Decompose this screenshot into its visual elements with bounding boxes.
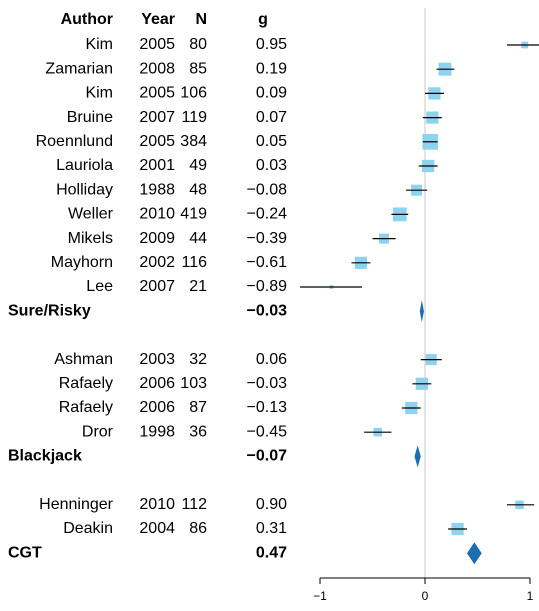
g-value: 0.95 [256, 36, 287, 53]
summary-diamond [467, 542, 482, 565]
n: 87 [189, 399, 207, 416]
year: 2005 [139, 85, 175, 102]
year: 2010 [139, 206, 175, 223]
year: 2006 [139, 375, 175, 392]
column-header: g [258, 11, 268, 28]
n: 49 [189, 157, 207, 174]
year: 2010 [139, 496, 175, 513]
author: Mikels [68, 230, 113, 247]
x-tick-label: 1 [527, 589, 534, 603]
year: 2005 [139, 133, 175, 150]
year: 2005 [139, 36, 175, 53]
column-header: Year [141, 11, 175, 28]
g-value: 0.90 [256, 496, 287, 513]
summary-g: 0.47 [256, 544, 287, 561]
author: Ashman [54, 351, 113, 368]
n: 384 [180, 133, 207, 150]
author: Mayhorn [51, 254, 113, 271]
year: 2008 [139, 60, 175, 77]
n: 21 [189, 278, 207, 295]
n: 32 [189, 351, 207, 368]
g-value: 0.07 [256, 109, 287, 126]
author: Lauriola [56, 157, 113, 174]
year: 2004 [139, 520, 175, 537]
n: 112 [181, 496, 207, 513]
author: Kim [85, 85, 113, 102]
g-value: 0.05 [256, 133, 287, 150]
year: 2006 [139, 399, 175, 416]
author: Henninger [39, 496, 114, 513]
author: Dror [82, 423, 114, 440]
author: Holliday [56, 181, 113, 198]
author: Lee [86, 278, 113, 295]
author: Rafaely [59, 399, 113, 416]
author: Bruine [67, 109, 113, 126]
g-value: −0.03 [247, 375, 288, 392]
n: 419 [180, 206, 207, 223]
n: 119 [181, 109, 207, 126]
author: Zamarian [45, 60, 113, 77]
n: 36 [189, 423, 207, 440]
n: 103 [180, 375, 207, 392]
author: Weller [68, 206, 114, 223]
summary-g: −0.07 [247, 448, 288, 465]
n: 48 [189, 181, 207, 198]
year: 1988 [139, 181, 175, 198]
g-value: 0.03 [256, 157, 287, 174]
g-value: −0.39 [247, 230, 288, 247]
summary-diamond [414, 445, 421, 468]
summary-label: Blackjack [8, 448, 82, 465]
g-value: −0.13 [247, 399, 288, 416]
g-value: −0.61 [247, 254, 288, 271]
n: 80 [189, 36, 207, 53]
n: 44 [189, 230, 207, 247]
year: 2007 [139, 278, 175, 295]
g-value: −0.89 [247, 278, 288, 295]
author: Roennlund [36, 133, 113, 150]
year: 2009 [139, 230, 175, 247]
summary-g: −0.03 [247, 302, 288, 319]
author: Rafaely [59, 375, 113, 392]
year: 1998 [139, 423, 175, 440]
year: 2002 [139, 254, 175, 271]
n: 86 [189, 520, 207, 537]
x-tick-label: 0 [422, 589, 429, 603]
g-value: 0.06 [256, 351, 287, 368]
year: 2003 [139, 351, 175, 368]
x-tick-label: −1 [313, 589, 327, 603]
author: Deakin [63, 520, 113, 537]
g-value: 0.19 [256, 60, 287, 77]
g-value: −0.08 [247, 181, 288, 198]
year: 2001 [139, 157, 175, 174]
summary-label: Sure/Risky [8, 302, 91, 319]
n: 85 [189, 60, 207, 77]
year: 2007 [139, 109, 175, 126]
n: 106 [180, 85, 207, 102]
column-header: N [195, 11, 207, 28]
column-header: Author [61, 11, 113, 28]
g-value: −0.45 [247, 423, 288, 440]
g-value: 0.09 [256, 85, 287, 102]
author: Kim [85, 36, 113, 53]
g-value: −0.24 [247, 206, 288, 223]
n: 116 [181, 254, 207, 271]
summary-diamond [419, 300, 424, 323]
summary-label: CGT [8, 544, 42, 561]
g-value: 0.31 [256, 520, 287, 537]
